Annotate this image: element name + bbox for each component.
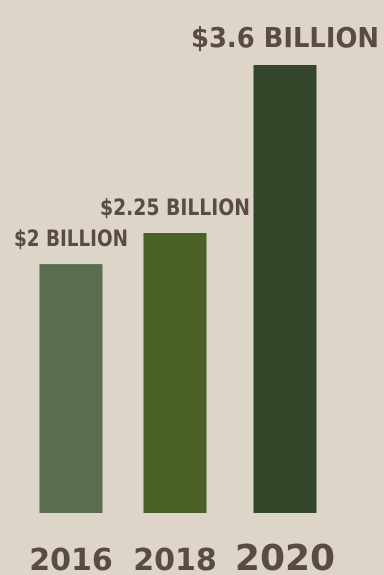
value-label-2018: $2.25 BILLION [100, 196, 250, 221]
bar-2016 [39, 264, 103, 513]
category-label-2016: 2016 [29, 543, 113, 575]
value-label-2020: $3.6 BILLION [191, 21, 379, 54]
bar-2020 [253, 65, 317, 513]
category-label-2018: 2018 [133, 543, 217, 575]
bar-2018 [143, 233, 207, 513]
category-label-2020: 2020 [235, 538, 335, 575]
value-label-2016: $2 BILLION [14, 227, 128, 252]
